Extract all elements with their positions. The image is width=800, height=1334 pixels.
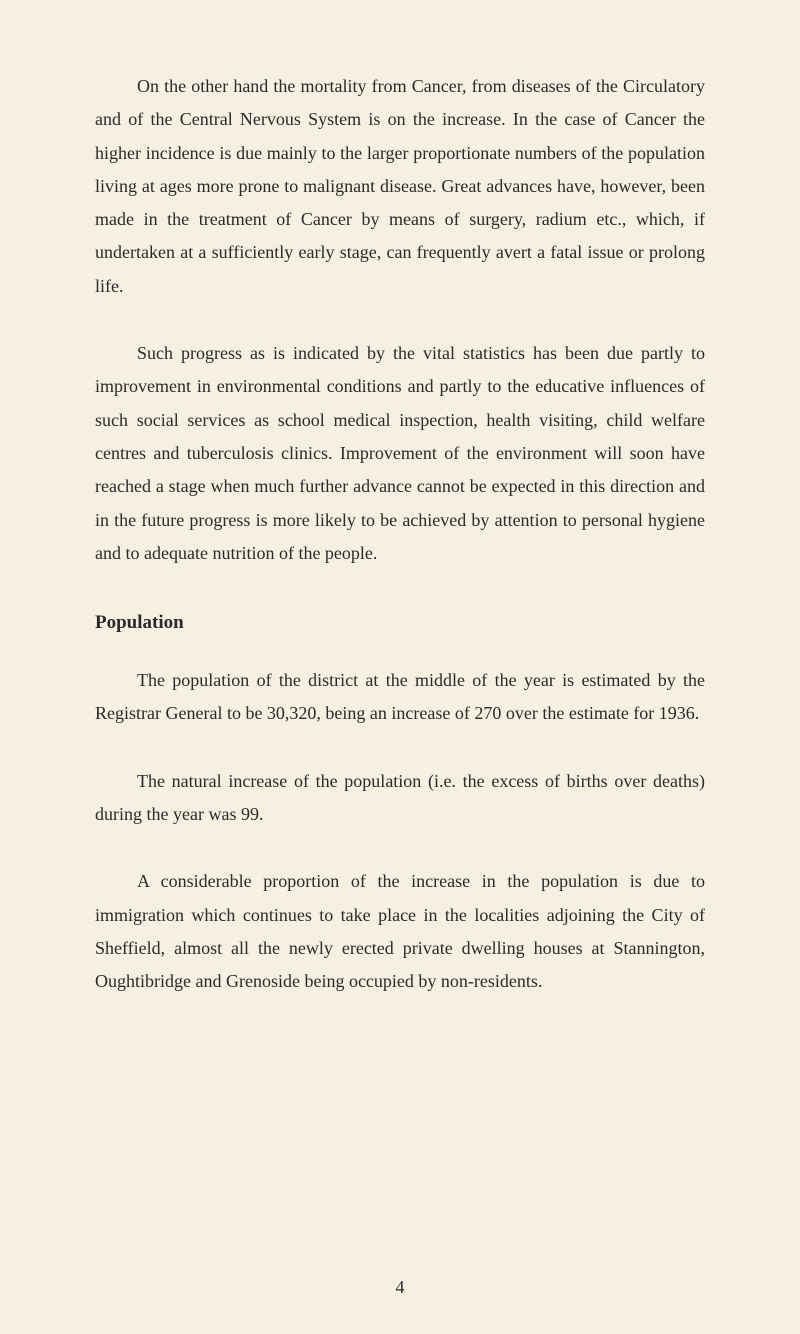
body-paragraph: Such progress as is indicated by the vit… — [95, 337, 705, 570]
page-number: 4 — [396, 1277, 405, 1298]
body-paragraph: The natural increase of the population (… — [95, 765, 705, 832]
body-paragraph: A considerable proportion of the increas… — [95, 865, 705, 998]
section-heading-population: Population — [95, 612, 705, 634]
body-paragraph: On the other hand the mortality from Can… — [95, 70, 705, 303]
body-paragraph: The population of the district at the mi… — [95, 664, 705, 731]
